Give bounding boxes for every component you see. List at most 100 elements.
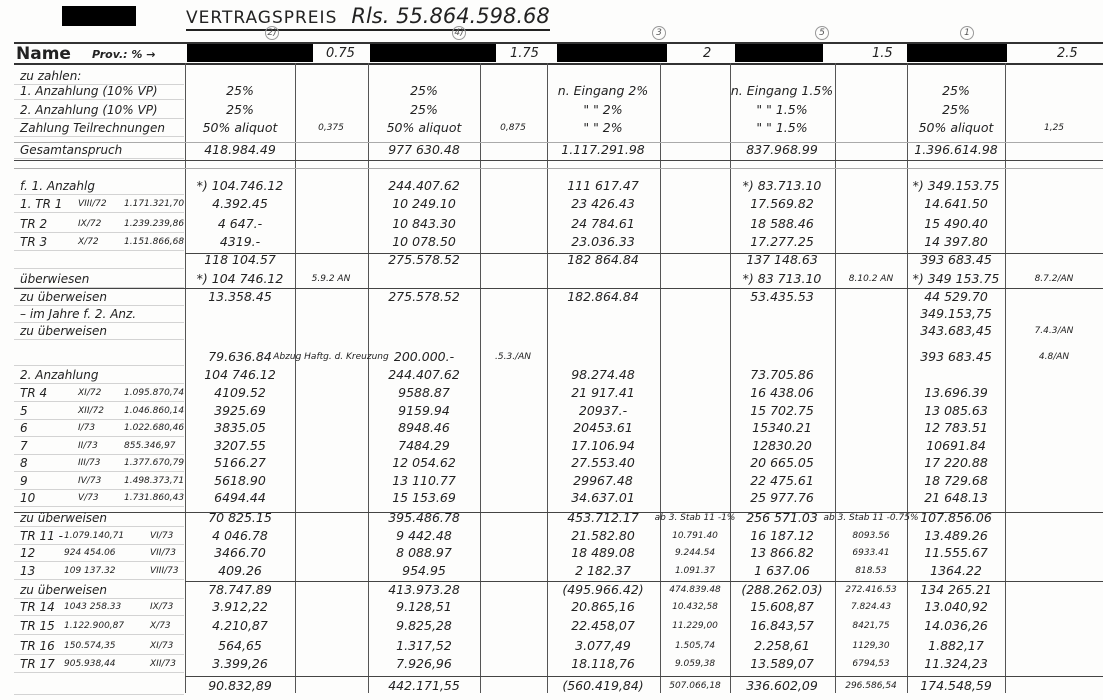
prov-value: 1.5	[872, 46, 893, 61]
amount-cell: 564,65	[218, 638, 262, 653]
ruled-line	[14, 250, 184, 251]
side-note-cell: 7.824.43	[850, 602, 892, 612]
side-note-cell: 9.244.54	[674, 548, 716, 558]
amount-cell: 16 187.12	[750, 528, 814, 543]
side-note-cell: ab 3. Stab 11 -1%	[654, 513, 736, 523]
ruled-line	[14, 561, 184, 562]
amount-cell: 15.608,87	[750, 599, 814, 614]
amount-cell: 174.548,59	[920, 678, 992, 693]
amount-cell: *) 104.746.12	[196, 178, 284, 193]
row-label: 8	[20, 456, 28, 470]
column-divider	[185, 63, 186, 693]
amount-cell: 5618.90	[214, 473, 266, 488]
side-note-cell: 818.53	[855, 566, 887, 576]
amount-cell: 8 088.97	[396, 545, 452, 560]
amount-cell: 22.458,07	[571, 618, 635, 633]
amount-cell: 244.407.62	[388, 178, 460, 193]
amount-cell: 13.696.39	[924, 385, 988, 400]
amount-cell: 17.569.82	[750, 196, 814, 211]
row-divider	[14, 288, 1103, 289]
amount-cell: 7484.29	[398, 438, 450, 453]
row-reference-amount: 1.079.140,71	[64, 531, 125, 541]
amount-cell: 17.106.94	[571, 438, 635, 453]
amount-cell: 23.036.33	[571, 234, 635, 249]
amount-cell: 16 438.06	[750, 385, 814, 400]
row-reference-amount: 1043 258.33	[64, 602, 122, 612]
column-divider	[907, 63, 908, 693]
amount-cell: 3207.55	[214, 438, 266, 453]
row-label: 13	[20, 564, 36, 578]
redacted-name	[735, 44, 823, 62]
amount-cell: 244.407.62	[388, 367, 460, 382]
row-label: – im Jahre f. 2. Anz.	[20, 307, 137, 321]
amount-cell: 977 630.48	[388, 142, 460, 157]
row-label: 6	[20, 421, 28, 435]
contract-price: Rls. 55.864.598.68	[351, 4, 550, 28]
amount-cell: 9.128,51	[396, 599, 452, 614]
ruled-line	[14, 654, 184, 655]
side-note-cell: 507.066,18	[669, 681, 721, 691]
ruled-line	[14, 383, 184, 384]
ruled-line	[14, 419, 184, 420]
ruled-line	[14, 136, 184, 137]
ruled-line	[14, 526, 184, 527]
amount-cell: 73.705.86	[750, 367, 814, 382]
row-reference-amount: 1.171.321,70	[124, 199, 185, 209]
amount-cell: 6494.44	[214, 490, 266, 505]
amount-cell: 3.077,49	[575, 638, 631, 653]
row-month: I/73	[78, 423, 96, 433]
amount-cell: 50% aliquot	[386, 120, 462, 135]
amount-cell: " " 2%	[583, 102, 623, 117]
row-label: 9	[20, 474, 28, 488]
row-reference-amount: 924 454.06	[64, 548, 116, 558]
amount-cell: 50% aliquot	[202, 120, 278, 135]
row-month: X/73	[150, 621, 171, 631]
amount-cell: 70 825.15	[208, 510, 272, 525]
side-note-cell: 296.586,54	[845, 681, 897, 691]
amount-cell: 25%	[226, 102, 254, 117]
row-label: TR 2	[20, 217, 48, 231]
amount-cell: 3835.05	[214, 420, 266, 435]
row-label: zu überweisen	[20, 290, 108, 304]
side-note-cell: 8093.56	[852, 531, 890, 541]
row-month: VII/73	[150, 548, 176, 558]
amount-cell: 20937.-	[578, 403, 628, 418]
ruled-line	[14, 339, 184, 340]
row-month: VIII/72	[78, 199, 107, 209]
row-reference-amount: 1.095.870,74	[124, 388, 185, 398]
ruled-line	[14, 634, 184, 635]
ruled-line	[14, 436, 184, 437]
amount-cell: 2 182.37	[575, 563, 631, 578]
amount-cell: 25%	[410, 83, 438, 98]
amount-cell: 44 529.70	[924, 289, 988, 304]
amount-cell: 1.117.291.98	[561, 142, 645, 157]
amount-cell: 11.555.67	[924, 545, 988, 560]
row-label: zu überweisen	[20, 511, 108, 525]
amount-cell: *) 83.713.10	[742, 178, 822, 193]
amount-cell: 393 683.45	[920, 349, 992, 364]
prov-header: Prov.: % →	[92, 48, 156, 61]
ruled-line	[14, 615, 184, 616]
amount-cell: 16.843,57	[750, 618, 814, 633]
row-reference-amount: 109 137.32	[64, 566, 116, 576]
side-note-cell: 8.7.2/AN	[1034, 274, 1074, 284]
amount-cell: 1.317,52	[396, 638, 452, 653]
amount-cell: 90.832,89	[208, 678, 272, 693]
row-label: TR 11 -	[20, 529, 63, 543]
side-note-cell: .5.3./AN	[495, 352, 531, 362]
amount-cell: 3466.70	[214, 545, 266, 560]
side-note-cell: 7.4.3/AN	[1034, 326, 1074, 336]
side-note-cell: Abzug Haftg. d. Kreuzung	[273, 352, 389, 362]
side-note-cell: 6933.41	[852, 548, 890, 558]
amount-cell: 111 617.47	[567, 178, 639, 193]
amount-cell: 34.637.01	[571, 490, 635, 505]
ruled-line	[14, 506, 184, 507]
row-reference-amount: 1.731.860,43	[124, 493, 185, 503]
ruled-line	[14, 471, 184, 472]
side-note-cell: 6794,53	[852, 659, 890, 669]
row-reference-amount: 1.022.680,46	[124, 423, 185, 433]
row-month: X/72	[78, 237, 99, 247]
ruled-line	[14, 232, 184, 233]
name-header: Name	[16, 44, 71, 64]
